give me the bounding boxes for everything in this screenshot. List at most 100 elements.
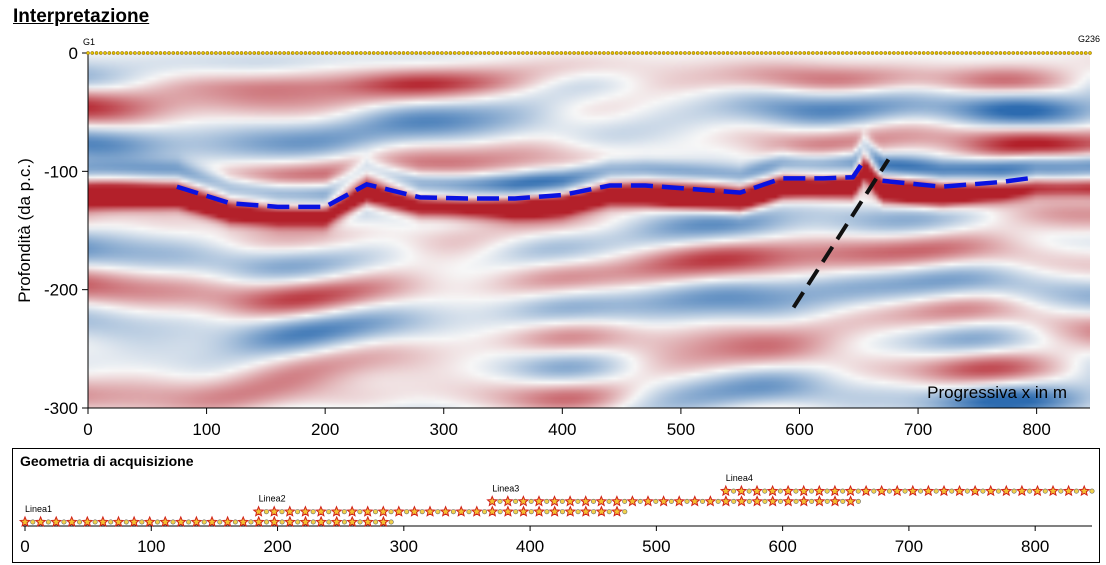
- source-marker: [455, 505, 468, 517]
- receiver-marker: [419, 509, 425, 515]
- seismic-section-chart: 0 -100 -200 -300 0 100 200 300 400 500 600 700 800 Pr…: [15, 34, 1100, 439]
- receiver-marker: [248, 519, 254, 525]
- source-marker: [408, 505, 421, 517]
- source-marker: [361, 505, 374, 517]
- geophone-marker: [1071, 51, 1075, 55]
- x-tick-label: 500: [667, 420, 695, 439]
- geophone-marker: [576, 51, 581, 55]
- geophone-marker: [759, 51, 764, 55]
- geophone-marker: [299, 51, 304, 55]
- receiver-marker: [964, 488, 970, 494]
- source-marker: [377, 515, 390, 528]
- source-marker: [361, 515, 374, 528]
- geophone-marker: [981, 51, 986, 55]
- geo-x-tick-label: 300: [390, 537, 418, 556]
- geophone-marker: [359, 51, 363, 55]
- source-marker: [268, 505, 281, 517]
- geophone-marker: [738, 51, 743, 55]
- geophone-marker: [857, 51, 862, 55]
- geophone-marker: [422, 51, 427, 55]
- geophone-marker: [295, 51, 299, 55]
- geophone-marker: [772, 51, 777, 55]
- receiver-marker: [840, 498, 846, 504]
- geophone-marker: [789, 51, 794, 55]
- geophone-marker: [103, 51, 107, 55]
- x-tick-label: 100: [192, 420, 220, 439]
- geophone-marker: [150, 51, 154, 55]
- receiver-marker: [559, 509, 565, 515]
- source-marker: [891, 484, 904, 497]
- source-marker: [657, 495, 670, 507]
- geophone-marker: [1075, 51, 1080, 55]
- geophone-marker: [222, 51, 227, 55]
- source-marker: [860, 484, 873, 497]
- source-marker: [1000, 484, 1013, 497]
- source-marker: [984, 484, 997, 497]
- geophone-marker: [354, 51, 359, 55]
- geophone-marker: [457, 51, 461, 55]
- geophone-marker: [985, 51, 990, 55]
- geophone-marker: [273, 51, 278, 55]
- geophone-marker: [1032, 51, 1037, 55]
- geophone-marker: [307, 51, 312, 55]
- receiver-marker: [762, 488, 768, 494]
- geophone-marker: [376, 51, 380, 55]
- receiver-marker: [793, 488, 799, 494]
- receiver-marker: [700, 498, 706, 504]
- geophone-marker: [644, 51, 649, 55]
- geophone-marker: [286, 51, 291, 55]
- source-marker: [517, 495, 530, 507]
- receiver-marker: [886, 488, 892, 494]
- source-marker: [844, 484, 857, 497]
- geophone-marker: [197, 51, 201, 55]
- receiver-marker: [544, 509, 550, 515]
- geophone-marker: [256, 51, 261, 55]
- receiver-marker: [450, 509, 456, 515]
- geophone-marker: [538, 51, 542, 55]
- source-marker: [159, 515, 172, 528]
- geophone-marker: [1079, 51, 1084, 55]
- source-marker: [283, 515, 296, 528]
- geophone-marker: [380, 51, 385, 55]
- geophone-marker: [205, 51, 210, 55]
- receiver-marker: [92, 519, 98, 525]
- source-marker: [735, 484, 748, 497]
- geophone-marker: [559, 51, 564, 55]
- geophone-marker: [115, 51, 120, 55]
- geophone-marker: [179, 51, 184, 55]
- geophone-marker: [128, 51, 133, 55]
- geophone-marker: [260, 51, 265, 55]
- geophone-marker: [631, 51, 636, 55]
- source-marker: [533, 505, 546, 517]
- receiver-marker: [513, 509, 519, 515]
- geophone-marker: [1028, 51, 1033, 55]
- geo-x-tick-label: 800: [1021, 537, 1049, 556]
- geophone-marker: [226, 51, 231, 55]
- receiver-marker: [575, 509, 581, 515]
- receiver-marker: [372, 509, 378, 515]
- receiver-marker: [232, 519, 238, 525]
- geophone-marker: [823, 51, 828, 55]
- geophone-marker: [499, 51, 504, 55]
- source-marker: [719, 484, 732, 497]
- geophone-marker: [755, 51, 760, 55]
- geophone-marker: [627, 51, 632, 55]
- geophone-marker: [542, 51, 547, 55]
- geophone-marker: [341, 51, 346, 55]
- geophone-marker: [171, 51, 176, 55]
- receiver-marker: [279, 519, 285, 525]
- geophone-marker: [98, 51, 103, 55]
- geophone-marker: [926, 51, 930, 55]
- geophone-marker: [316, 51, 321, 55]
- receiver-marker: [497, 498, 503, 504]
- receiver-marker: [590, 498, 596, 504]
- geophone-marker: [909, 51, 913, 55]
- geophone-marker: [602, 51, 606, 55]
- receiver-marker: [591, 509, 597, 515]
- source-marker: [50, 515, 63, 528]
- geophone-marker: [614, 51, 619, 55]
- geophone-marker: [862, 51, 866, 55]
- geophone-marker: [452, 51, 457, 55]
- geophone-marker: [410, 51, 414, 55]
- geophone-marker: [337, 51, 342, 55]
